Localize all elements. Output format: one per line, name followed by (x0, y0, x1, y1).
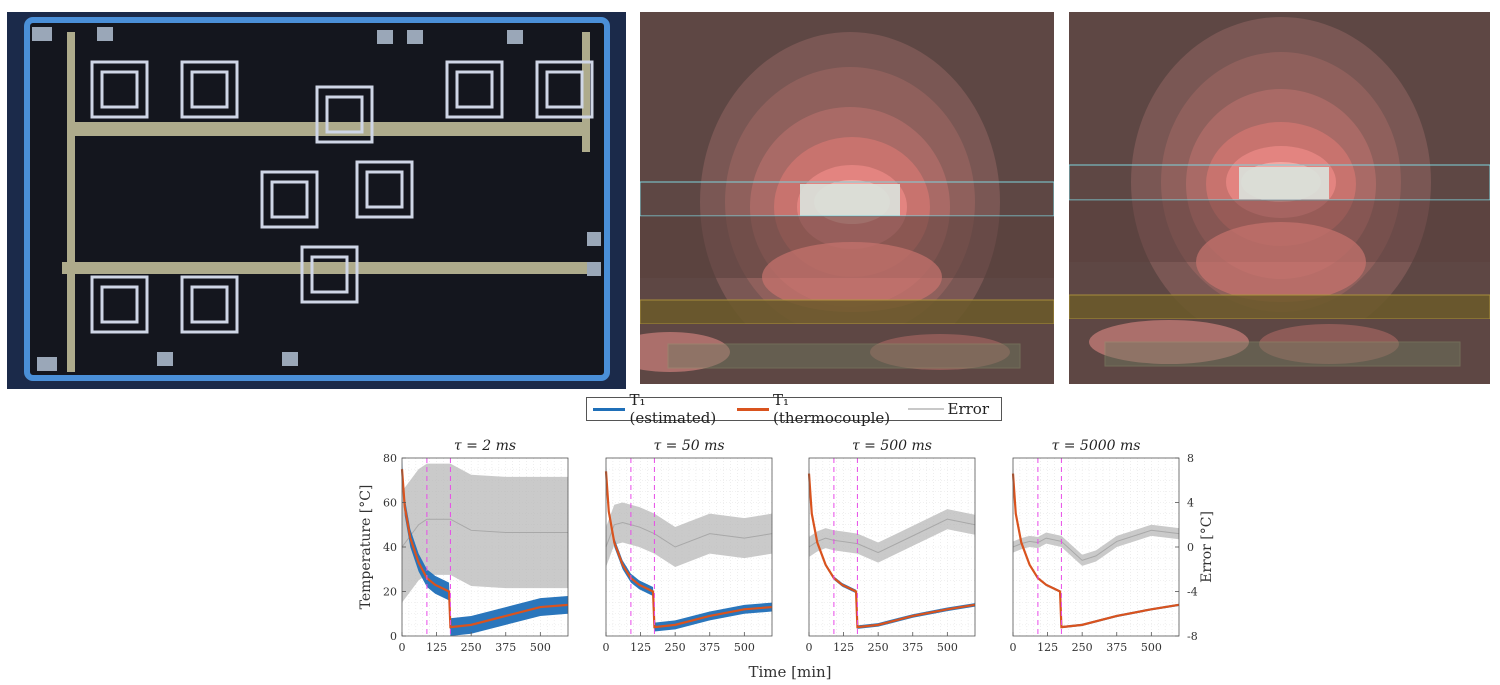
legend-item-thermocouple: T₁ (thermocouple) (736, 391, 898, 427)
y2-tick-label: -4 (1187, 586, 1198, 599)
y2-tick-label: 4 (1187, 497, 1194, 510)
x-tick-label: 375 (902, 641, 923, 654)
x-tick-label: 500 (734, 641, 755, 654)
series-thermocouple-line (1011, 473, 1180, 629)
x-tick-label: 250 (461, 641, 482, 654)
series-error-line (401, 518, 568, 548)
y2-tick-label: 8 (1187, 452, 1194, 465)
x-tick-label: 0 (1010, 641, 1017, 654)
y-axis-label: Temperature [°C] (358, 485, 374, 610)
series-error-band (809, 509, 975, 563)
series-thermocouple-line (604, 471, 773, 629)
chart-panel-2: 0 125 250 375 500 τ = 50 ms (603, 438, 773, 654)
y-tick-label: 0 (390, 630, 397, 643)
x-tick-label: 0 (603, 641, 610, 654)
x-tick-label: 500 (937, 641, 958, 654)
y2-tick-label: 0 (1187, 541, 1194, 554)
series-error-band (606, 502, 772, 568)
chart-panel-4: 0 125 250 375 500 τ = 5000 ms -8 -4 0 4 8 Error [°C… (1010, 438, 1216, 654)
plot-frame (605, 457, 773, 637)
chart-title: τ = 50 ms (653, 438, 724, 454)
x-tick-label: 125 (630, 641, 651, 654)
x-tick-label: 250 (665, 641, 686, 654)
x-tick-label: 500 (530, 641, 551, 654)
chart-panel-3: 0 125 250 375 500 τ = 500 ms (806, 438, 976, 654)
x-tick-label: 375 (495, 641, 516, 654)
legend-swatch-thermocouple (736, 407, 770, 411)
series-error-line (605, 522, 773, 548)
thermal-simulation-right (1069, 12, 1490, 384)
series-error-line (808, 518, 976, 554)
y-tick-label: 60 (383, 497, 397, 510)
y-tick-label: 20 (383, 586, 397, 599)
chart-panel-1: 0 125 250 375 500 τ = 2 ms 0 20 40 60 80 Temperatur… (358, 438, 569, 654)
series-thermocouple-line (400, 469, 569, 629)
x-tick-label: 0 (399, 641, 406, 654)
x-tick-label: 375 (1106, 641, 1127, 654)
legend-label-estimated: T₁ (estimated) (629, 391, 717, 427)
x-tick-label: 125 (833, 641, 854, 654)
chart-title: τ = 5000 ms (1052, 438, 1141, 454)
x-tick-label: 125 (426, 641, 447, 654)
x-axis-label: Time [min] (748, 663, 831, 681)
x-tick-label: 500 (1141, 641, 1162, 654)
legend-label-thermocouple: T₁ (thermocouple) (773, 391, 891, 427)
legend-item-error: Error (907, 400, 990, 418)
legend-label-error: Error (947, 400, 990, 418)
chart-title: τ = 2 ms (454, 438, 516, 454)
y-tick-label: 80 (383, 452, 397, 465)
legend-swatch-estimated (593, 407, 626, 411)
series-estimated-band (402, 460, 568, 636)
legend-swatch-error (907, 408, 944, 410)
chart-legend: T₁ (estimated) T₁ (thermocouple) Error (586, 391, 1002, 427)
y2-tick-label: -8 (1187, 630, 1198, 643)
chip-photo-image (7, 12, 626, 389)
x-tick-label: 375 (699, 641, 720, 654)
series-error-band (402, 463, 568, 603)
x-tick-label: 0 (806, 641, 813, 654)
x-tick-label: 250 (1072, 641, 1093, 654)
y-tick-label: 40 (383, 541, 397, 554)
y2-axis-label: Error [°C] (1199, 511, 1215, 583)
series-thermocouple-line (807, 473, 976, 629)
legend-item-estimated: T₁ (estimated) (593, 391, 727, 427)
series-estimated-band (606, 466, 772, 632)
x-tick-label: 125 (1037, 641, 1058, 654)
thermal-simulation-left (640, 12, 1054, 384)
chart-title: τ = 500 ms (852, 438, 932, 454)
x-tick-label: 250 (868, 641, 889, 654)
plot-frame (808, 457, 976, 637)
